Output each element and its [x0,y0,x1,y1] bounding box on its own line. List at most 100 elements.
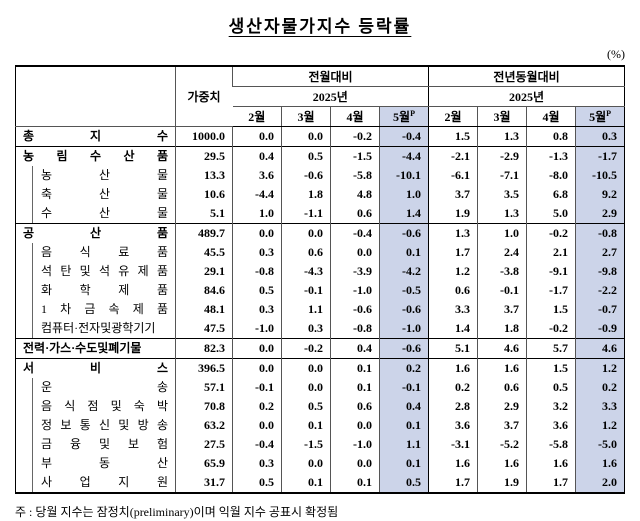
table-row: 축 산 물 10.6 -4.4 1.8 4.8 1.0 3.7 3.5 6.8 9.2 [16,184,625,204]
mom-m3: 0.0 [281,377,331,397]
month-header-yoy-m5p: 5월P [575,106,625,127]
yoy-m2: 3.6 [428,415,478,435]
mom-m4: 0.1 [330,377,380,397]
yoy-m4: 0.8 [526,126,576,146]
weight-value: 13.3 [175,165,233,185]
mom-m2: -0.1 [232,377,282,397]
mom-m5p: 0.1 [378,242,429,262]
yoy-m3: 4.6 [477,337,527,358]
weight-value: 48.1 [175,299,233,319]
page-title: 생산자물가지수 등락률 [228,17,412,36]
yoy-m5p: 0.3 [575,126,625,146]
mom-m2: 0.0 [232,222,282,243]
mom-m2: 0.4 [232,145,282,166]
mom-m2: 3.6 [232,165,282,185]
row-label-header [15,66,176,127]
unit-label: (%) [607,47,625,61]
yoy-m4: 6.8 [526,184,576,204]
weight-value: 1000.0 [175,126,233,146]
mom-m2: 0.3 [232,453,282,473]
mom-m2: 0.5 [232,472,282,493]
mom-m4: -0.8 [330,318,380,338]
weight-value: 82.3 [175,337,233,358]
mom-m3: 0.0 [281,222,331,243]
month-header-yoy-m4: 4월 [526,106,576,127]
mom-m5p: -0.6 [378,222,429,243]
mom-m3: -0.6 [281,165,331,185]
yoy-m5p: 1.2 [575,357,625,378]
yoy-m3: 2.9 [477,396,527,416]
yoy-m4: 1.5 [526,299,576,319]
yoy-m4: 1.7 [526,472,576,493]
yoy-m3: 1.6 [477,357,527,378]
mom-m2: 0.0 [232,337,282,358]
weight-value: 63.2 [175,415,233,435]
yoy-m2: 1.4 [428,318,478,338]
row-label: 축 산 물 [16,184,176,204]
mom-m4: 0.0 [330,242,380,262]
mom-m3: 0.5 [281,145,331,166]
yoy-m4: 2.1 [526,242,576,262]
yoy-m3: -5.2 [477,434,527,454]
row-label: 수 산 물 [16,203,176,224]
yoy-year-header: 2025년 [428,86,625,107]
mom-m3: 1.8 [281,184,331,204]
mom-m4: -5.8 [330,165,380,185]
table-row: 컴퓨터·전자및광학기기 47.5 -1.0 0.3 -0.8 -1.0 1.4 1.8 -0.2… [16,318,625,338]
mom-m2: 0.2 [232,396,282,416]
table-row: 음 식 점 및 숙 박 70.8 0.2 0.5 0.6 0.4 2.8 2.9 3.2 3.3 [16,396,625,416]
month-header-yoy-m2: 2월 [428,106,478,127]
row-label: 1 차 금 속 제 품 [16,299,176,319]
month-header-yoy-m3: 3월 [477,106,527,127]
mom-m2: 0.0 [232,126,282,146]
mom-m5p: 1.1 [378,434,429,454]
row-label: 부 동 산 [16,453,176,473]
yoy-m2: 3.7 [428,184,478,204]
mom-group-header: 전월대비 [231,66,429,87]
yoy-m3: -3.8 [477,261,527,281]
mom-m4: 0.0 [330,453,380,473]
mom-m3: 0.6 [281,242,331,262]
weight-value: 489.7 [175,222,233,243]
mom-m3: 0.0 [281,357,331,378]
yoy-m5p: -2.2 [575,280,625,300]
mom-m3: -4.3 [281,261,331,281]
table-row: 서 비 스 396.5 0.0 0.0 0.1 0.2 1.6 1.6 1.5 1.2 [15,357,625,378]
mom-m3: 0.1 [281,415,331,435]
mom-m2: 0.3 [232,242,282,262]
yoy-m2: 1.7 [428,472,478,493]
yoy-m3: -2.9 [477,145,527,166]
table-body: 총 지 수 1000.0 0.0 0.0 -0.2 -0.4 1.5 1.3 0.8 0.3 농 림… [15,126,625,493]
mom-m5p: -4.2 [378,261,429,281]
mom-m3: 0.0 [281,126,331,146]
yoy-m4: 3.2 [526,396,576,416]
ppi-table: 가중치 전월대비 전년동월대비 2025년 2025년 2월 3월 4월 5월P 2월 3… [15,65,626,494]
table-row: 전력·가스·수도및폐기물 82.3 0.0 -0.2 0.4 -0.6 5.1 4.6 5.7 4… [15,337,625,358]
row-label: 화 학 제 품 [16,280,176,300]
table-row: 금 융 및 보 험 27.5 -0.4 -1.5 -1.0 1.1 -3.1 -5.2 -5.8… [16,434,625,454]
mom-m4: -1.0 [330,434,380,454]
yoy-m2: 0.6 [428,280,478,300]
yoy-m5p: -0.7 [575,299,625,319]
yoy-m2: -2.1 [428,145,478,166]
mom-m4: 0.0 [330,415,380,435]
weight-value: 396.5 [175,357,233,378]
yoy-m5p: 1.6 [575,453,625,473]
weight-value: 47.5 [175,318,233,338]
yoy-m2: 1.6 [428,453,478,473]
table-row: 총 지 수 1000.0 0.0 0.0 -0.2 -0.4 1.5 1.3 0.8 0.3 [16,126,625,146]
yoy-m5p: -0.9 [575,318,625,338]
weight-value: 29.5 [175,145,233,166]
yoy-m2: 3.3 [428,299,478,319]
yoy-m4: 5.7 [526,337,576,358]
yoy-m2: 1.5 [428,126,478,146]
yoy-m4: -0.2 [526,222,576,243]
mom-m5p: -0.1 [378,377,429,397]
yoy-m4: 1.6 [526,453,576,473]
mom-m4: -0.6 [330,299,380,319]
row-label: 공 산 품 [15,222,176,243]
yoy-m5p: -5.0 [575,434,625,454]
yoy-m5p: -1.7 [575,145,625,166]
row-label: 운 송 [16,377,176,397]
row-label: 석 탄 및 석 유 제 품 [16,261,176,281]
